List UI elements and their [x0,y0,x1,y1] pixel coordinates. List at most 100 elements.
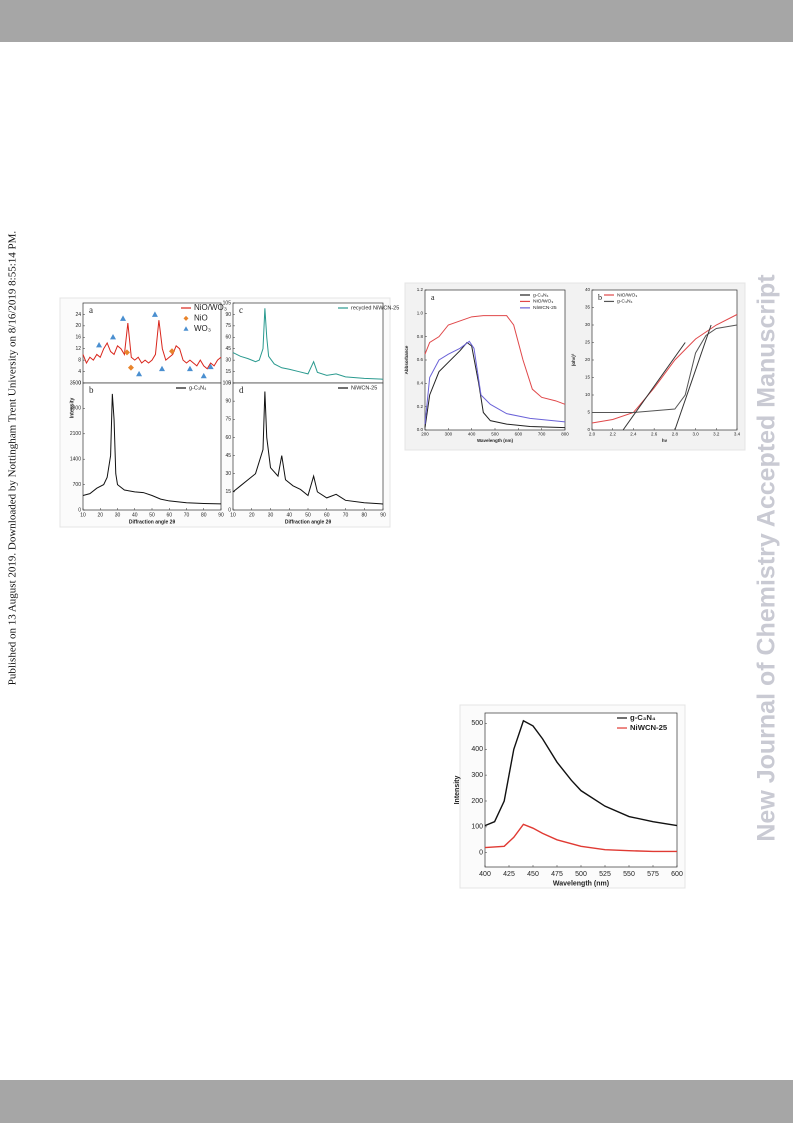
x-tick-label: 2.4 [630,432,637,437]
y-tick-label: 700 [73,482,82,488]
triangle-marker [183,326,189,331]
x-axis-label: Diffraction angle 2θ [285,519,332,525]
x-tick-label: 400 [468,432,476,437]
series-line [232,391,384,505]
y-tick-label: 24 [75,312,81,318]
triangle-marker [120,315,127,321]
y-tick-label: 75 [225,417,231,423]
x-tick-label: 800 [561,432,569,437]
x-tick-label: 3.2 [713,432,720,437]
y-tick-label: 500 [471,720,483,727]
triangle-marker [110,334,117,340]
y-tick-label: 0.2 [417,404,424,409]
x-tick-label: 30 [115,512,121,518]
x-tick-label: 20 [97,512,103,518]
diamond-marker [169,348,176,355]
legend-label: NiO/WO₃ [533,299,553,305]
x-tick-label: 3.4 [734,432,741,437]
legend-label: g-C₃N₄ [617,299,633,305]
x-tick-label: 575 [647,871,659,878]
x-tick-label: 20 [249,512,255,518]
y-tick-label: 40 [585,287,591,292]
panel-label: d [239,385,244,395]
x-tick-label: 50 [149,512,155,518]
triangle-marker [136,370,143,377]
x-tick-label: 500 [491,432,499,437]
x-axis-label: Wavelength (nm) [477,438,514,443]
y-tick-label: 0 [78,380,81,386]
y-tick-label: 100 [471,824,483,831]
y-tick-label: 3500 [70,380,81,386]
y-axis-label: Intensity [454,776,461,805]
series-line [424,340,566,425]
diamond-marker [183,315,189,321]
series-line [484,823,677,853]
legend-label: NiO/WO₃ [194,303,227,312]
x-tick-label: 600 [671,871,683,878]
x-tick-label: 525 [599,871,611,878]
plot-area [591,289,738,431]
plot-area [82,302,222,384]
y-tick-label: 0 [228,507,231,513]
y-tick-label: 75 [225,323,231,329]
x-tick-label: 80 [361,512,367,518]
series-line [424,315,566,405]
x-tick-label: 200 [421,432,429,437]
series-line [82,320,222,370]
series-line [622,342,686,431]
x-tick-label: 425 [503,871,515,878]
x-tick-label: 30 [268,512,274,518]
y-tick-label: 8 [78,357,81,363]
diamond-marker [123,349,130,356]
x-tick-label: 475 [551,871,563,878]
y-tick-label: 0 [228,380,231,386]
x-tick-label: 400 [479,871,491,878]
y-tick-label: 15 [585,375,591,380]
header-bar [0,0,793,42]
y-axis-label: (αhν)² [571,353,576,366]
x-axis-label: Diffraction angle 2θ [129,519,176,525]
plot-area [232,302,384,384]
panel-label: b [89,385,94,395]
x-tick-label: 700 [538,432,546,437]
x-tick-label: 90 [380,512,386,518]
legend-label: WO₃ [194,324,211,333]
triangle-marker [186,365,193,372]
y-tick-label: 2100 [70,431,81,437]
x-tick-label: 40 [286,512,292,518]
legend-label: NiO/WO₃ [617,292,637,298]
legend-label: NiO [194,314,208,323]
y-tick-label: 0 [587,427,590,432]
y-axis-label: Intensity [69,398,75,419]
x-tick-label: 2.0 [589,432,596,437]
diamond-marker [127,364,134,371]
y-tick-label: 0.4 [417,381,424,386]
y-tick-label: 90 [225,398,231,404]
y-tick-label: 15 [225,489,231,495]
series-line [82,393,222,505]
y-tick-label: 20 [75,323,81,329]
footer-bar [0,1080,793,1123]
panel-label: a [89,305,93,315]
y-tick-label: 300 [471,772,483,779]
x-tick-label: 2.8 [672,432,679,437]
triangle-marker [200,372,207,379]
x-tick-label: 550 [623,871,635,878]
x-tick-label: 90 [218,512,224,518]
y-tick-label: 105 [223,300,232,306]
series-line [232,308,384,380]
y-tick-label: 200 [471,798,483,805]
watermark: New Journal of Chemistry Accepted Manusc… [753,274,781,842]
y-tick-label: 10 [585,392,591,397]
legend-label: recycled NiWCN-25 [351,305,399,311]
y-tick-label: 25 [585,340,591,345]
y-tick-label: 15 [225,369,231,375]
panel-label: b [598,293,602,302]
legend-label: NiWCN-25 [630,723,668,732]
y-tick-label: 2800 [70,406,81,412]
series-line [484,719,678,827]
x-tick-label: 70 [343,512,349,518]
legend-label: NiWCN-25 [351,385,377,391]
x-axis-label: hν [662,438,668,443]
